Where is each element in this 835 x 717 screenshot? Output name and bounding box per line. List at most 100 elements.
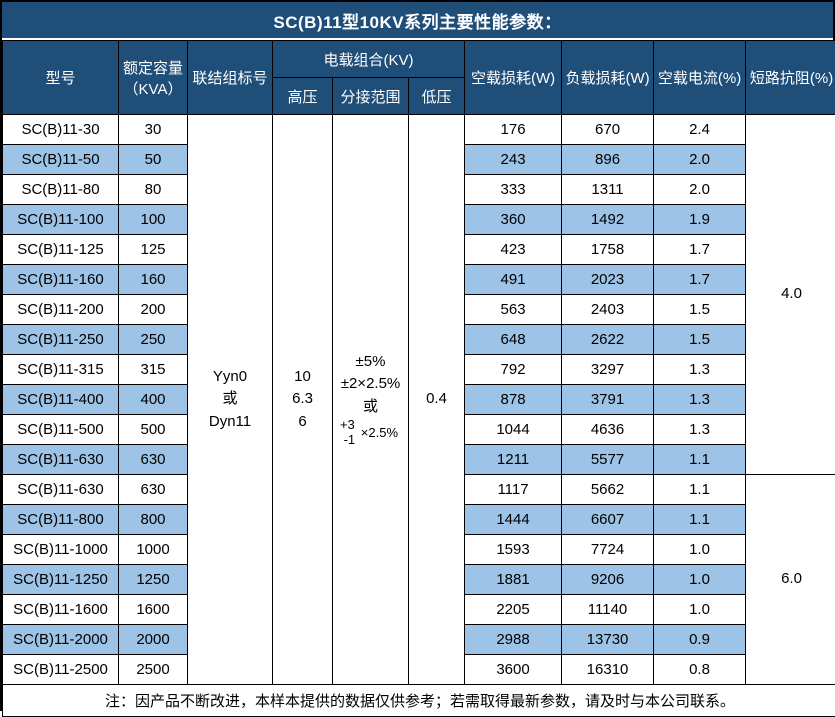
col-header-model: 型号 xyxy=(3,41,119,115)
col-header-connection: 联结组标号 xyxy=(188,41,273,115)
model-cell: SC(B)11-630 xyxy=(3,475,119,505)
capacity-cell: 1000 xyxy=(119,535,188,565)
no-load-current-cell: 1.1 xyxy=(654,445,746,475)
load-loss-cell: 7724 xyxy=(562,535,654,565)
no-load-current-cell: 1.0 xyxy=(654,565,746,595)
no-load-loss-cell: 3600 xyxy=(465,655,562,685)
impedance-cell: 4.0 xyxy=(746,115,835,475)
table-header: 型号 额定容量 （KVA） 联结组标号 电载组合(KV) 空载损耗(W) 负载损… xyxy=(3,41,835,115)
load-loss-cell: 2023 xyxy=(562,265,654,295)
col-header-tap-range: 分接范围 xyxy=(333,78,409,115)
no-load-current-cell: 1.1 xyxy=(654,505,746,535)
no-load-current-cell: 2.4 xyxy=(654,115,746,145)
no-load-current-cell: 2.0 xyxy=(654,145,746,175)
load-loss-cell: 2403 xyxy=(562,295,654,325)
capacity-cell: 2000 xyxy=(119,625,188,655)
col-header-load-loss: 负载损耗(W) xyxy=(562,41,654,115)
load-loss-cell: 670 xyxy=(562,115,654,145)
col-header-no-load-loss: 空载损耗(W) xyxy=(465,41,562,115)
no-load-loss-cell: 360 xyxy=(465,205,562,235)
no-load-current-cell: 0.9 xyxy=(654,625,746,655)
model-cell: SC(B)11-2500 xyxy=(3,655,119,685)
model-cell: SC(B)11-50 xyxy=(3,145,119,175)
load-loss-cell: 13730 xyxy=(562,625,654,655)
capacity-cell: 400 xyxy=(119,385,188,415)
capacity-cell: 80 xyxy=(119,175,188,205)
page-title: SC(B)11型10KV系列主要性能参数： xyxy=(2,2,833,40)
no-load-current-cell: 1.3 xyxy=(654,385,746,415)
capacity-cell: 2500 xyxy=(119,655,188,685)
load-loss-cell: 1758 xyxy=(562,235,654,265)
col-header-hv: 高压 xyxy=(273,78,333,115)
capacity-cell: 1250 xyxy=(119,565,188,595)
no-load-loss-cell: 333 xyxy=(465,175,562,205)
capacity-cell: 1600 xyxy=(119,595,188,625)
load-loss-cell: 5662 xyxy=(562,475,654,505)
tap-fraction: +3-1×2.5% xyxy=(333,418,408,448)
capacity-cell: 800 xyxy=(119,505,188,535)
model-cell: SC(B)11-630 xyxy=(3,445,119,475)
capacity-cell: 500 xyxy=(119,415,188,445)
no-load-loss-cell: 648 xyxy=(465,325,562,355)
lv-cell: 0.4 xyxy=(409,115,465,685)
model-cell: SC(B)11-1250 xyxy=(3,565,119,595)
model-cell: SC(B)11-125 xyxy=(3,235,119,265)
no-load-current-cell: 1.1 xyxy=(654,475,746,505)
tap-range-cell: ±5%±2×2.5%或+3-1×2.5% xyxy=(333,115,409,685)
capacity-cell: 125 xyxy=(119,235,188,265)
capacity-cell: 100 xyxy=(119,205,188,235)
no-load-current-cell: 1.9 xyxy=(654,205,746,235)
no-load-loss-cell: 2988 xyxy=(465,625,562,655)
load-loss-cell: 11140 xyxy=(562,595,654,625)
no-load-loss-cell: 1881 xyxy=(465,565,562,595)
footer-row: 注：因产品不断改进，本样本提供的数据仅供参考；若需取得最新参数，请及时与本公司联… xyxy=(3,685,835,717)
model-cell: SC(B)11-30 xyxy=(3,115,119,145)
capacity-cell: 315 xyxy=(119,355,188,385)
no-load-loss-cell: 423 xyxy=(465,235,562,265)
no-load-current-cell: 1.5 xyxy=(654,325,746,355)
model-cell: SC(B)11-250 xyxy=(3,325,119,355)
load-loss-cell: 3297 xyxy=(562,355,654,385)
model-cell: SC(B)11-200 xyxy=(3,295,119,325)
model-cell: SC(B)11-2000 xyxy=(3,625,119,655)
no-load-loss-cell: 1444 xyxy=(465,505,562,535)
footer-note: 注：因产品不断改进，本样本提供的数据仅供参考；若需取得最新参数，请及时与本公司联… xyxy=(3,685,835,717)
capacity-cell: 30 xyxy=(119,115,188,145)
no-load-loss-cell: 243 xyxy=(465,145,562,175)
model-cell: SC(B)11-160 xyxy=(3,265,119,295)
impedance-cell: 6.0 xyxy=(746,475,835,685)
capacity-cell: 160 xyxy=(119,265,188,295)
no-load-loss-cell: 563 xyxy=(465,295,562,325)
load-loss-cell: 5577 xyxy=(562,445,654,475)
model-cell: SC(B)11-400 xyxy=(3,385,119,415)
model-cell: SC(B)11-500 xyxy=(3,415,119,445)
no-load-loss-cell: 792 xyxy=(465,355,562,385)
capacity-cell: 630 xyxy=(119,445,188,475)
model-cell: SC(B)11-315 xyxy=(3,355,119,385)
no-load-loss-cell: 2205 xyxy=(465,595,562,625)
no-load-loss-cell: 1044 xyxy=(465,415,562,445)
model-cell: SC(B)11-100 xyxy=(3,205,119,235)
spec-table: 型号 额定容量 （KVA） 联结组标号 电载组合(KV) 空载损耗(W) 负载损… xyxy=(2,40,835,717)
capacity-cell: 630 xyxy=(119,475,188,505)
no-load-loss-cell: 1593 xyxy=(465,535,562,565)
load-loss-cell: 896 xyxy=(562,145,654,175)
capacity-cell: 50 xyxy=(119,145,188,175)
load-loss-cell: 4636 xyxy=(562,415,654,445)
no-load-current-cell: 1.7 xyxy=(654,235,746,265)
col-header-no-load-current: 空载电流(%) xyxy=(654,41,746,115)
model-cell: SC(B)11-1000 xyxy=(3,535,119,565)
load-loss-cell: 6607 xyxy=(562,505,654,535)
load-loss-cell: 1492 xyxy=(562,205,654,235)
capacity-cell: 250 xyxy=(119,325,188,355)
no-load-current-cell: 2.0 xyxy=(654,175,746,205)
model-cell: SC(B)11-800 xyxy=(3,505,119,535)
load-loss-cell: 1311 xyxy=(562,175,654,205)
load-loss-cell: 9206 xyxy=(562,565,654,595)
no-load-loss-cell: 1117 xyxy=(465,475,562,505)
